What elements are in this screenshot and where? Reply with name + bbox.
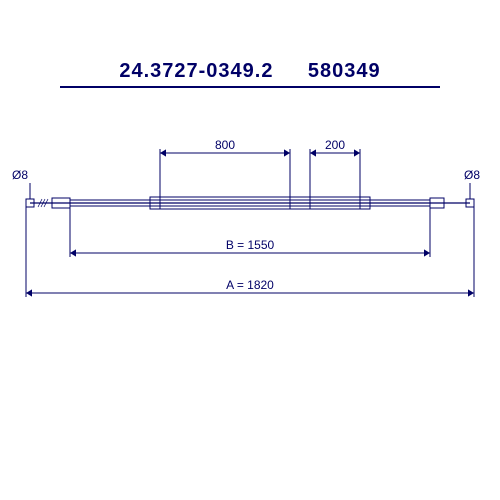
- svg-text:B = 1550: B = 1550: [226, 238, 275, 252]
- svg-text:A = 1820: A = 1820: [226, 278, 274, 292]
- svg-text:800: 800: [215, 138, 235, 152]
- part-number: 24.3727-0349.2: [119, 60, 273, 82]
- header-underline: [60, 86, 440, 88]
- svg-text:200: 200: [325, 138, 345, 152]
- svg-text:Ø8: Ø8: [12, 168, 28, 182]
- svg-text:Ø8: Ø8: [464, 168, 480, 182]
- technical-diagram: Ø8 Ø8 800 200 B = 1550 A = 1820: [0, 93, 500, 353]
- alt-number: 580349: [308, 60, 381, 82]
- header: 24.3727-0349.2 580349: [0, 0, 500, 93]
